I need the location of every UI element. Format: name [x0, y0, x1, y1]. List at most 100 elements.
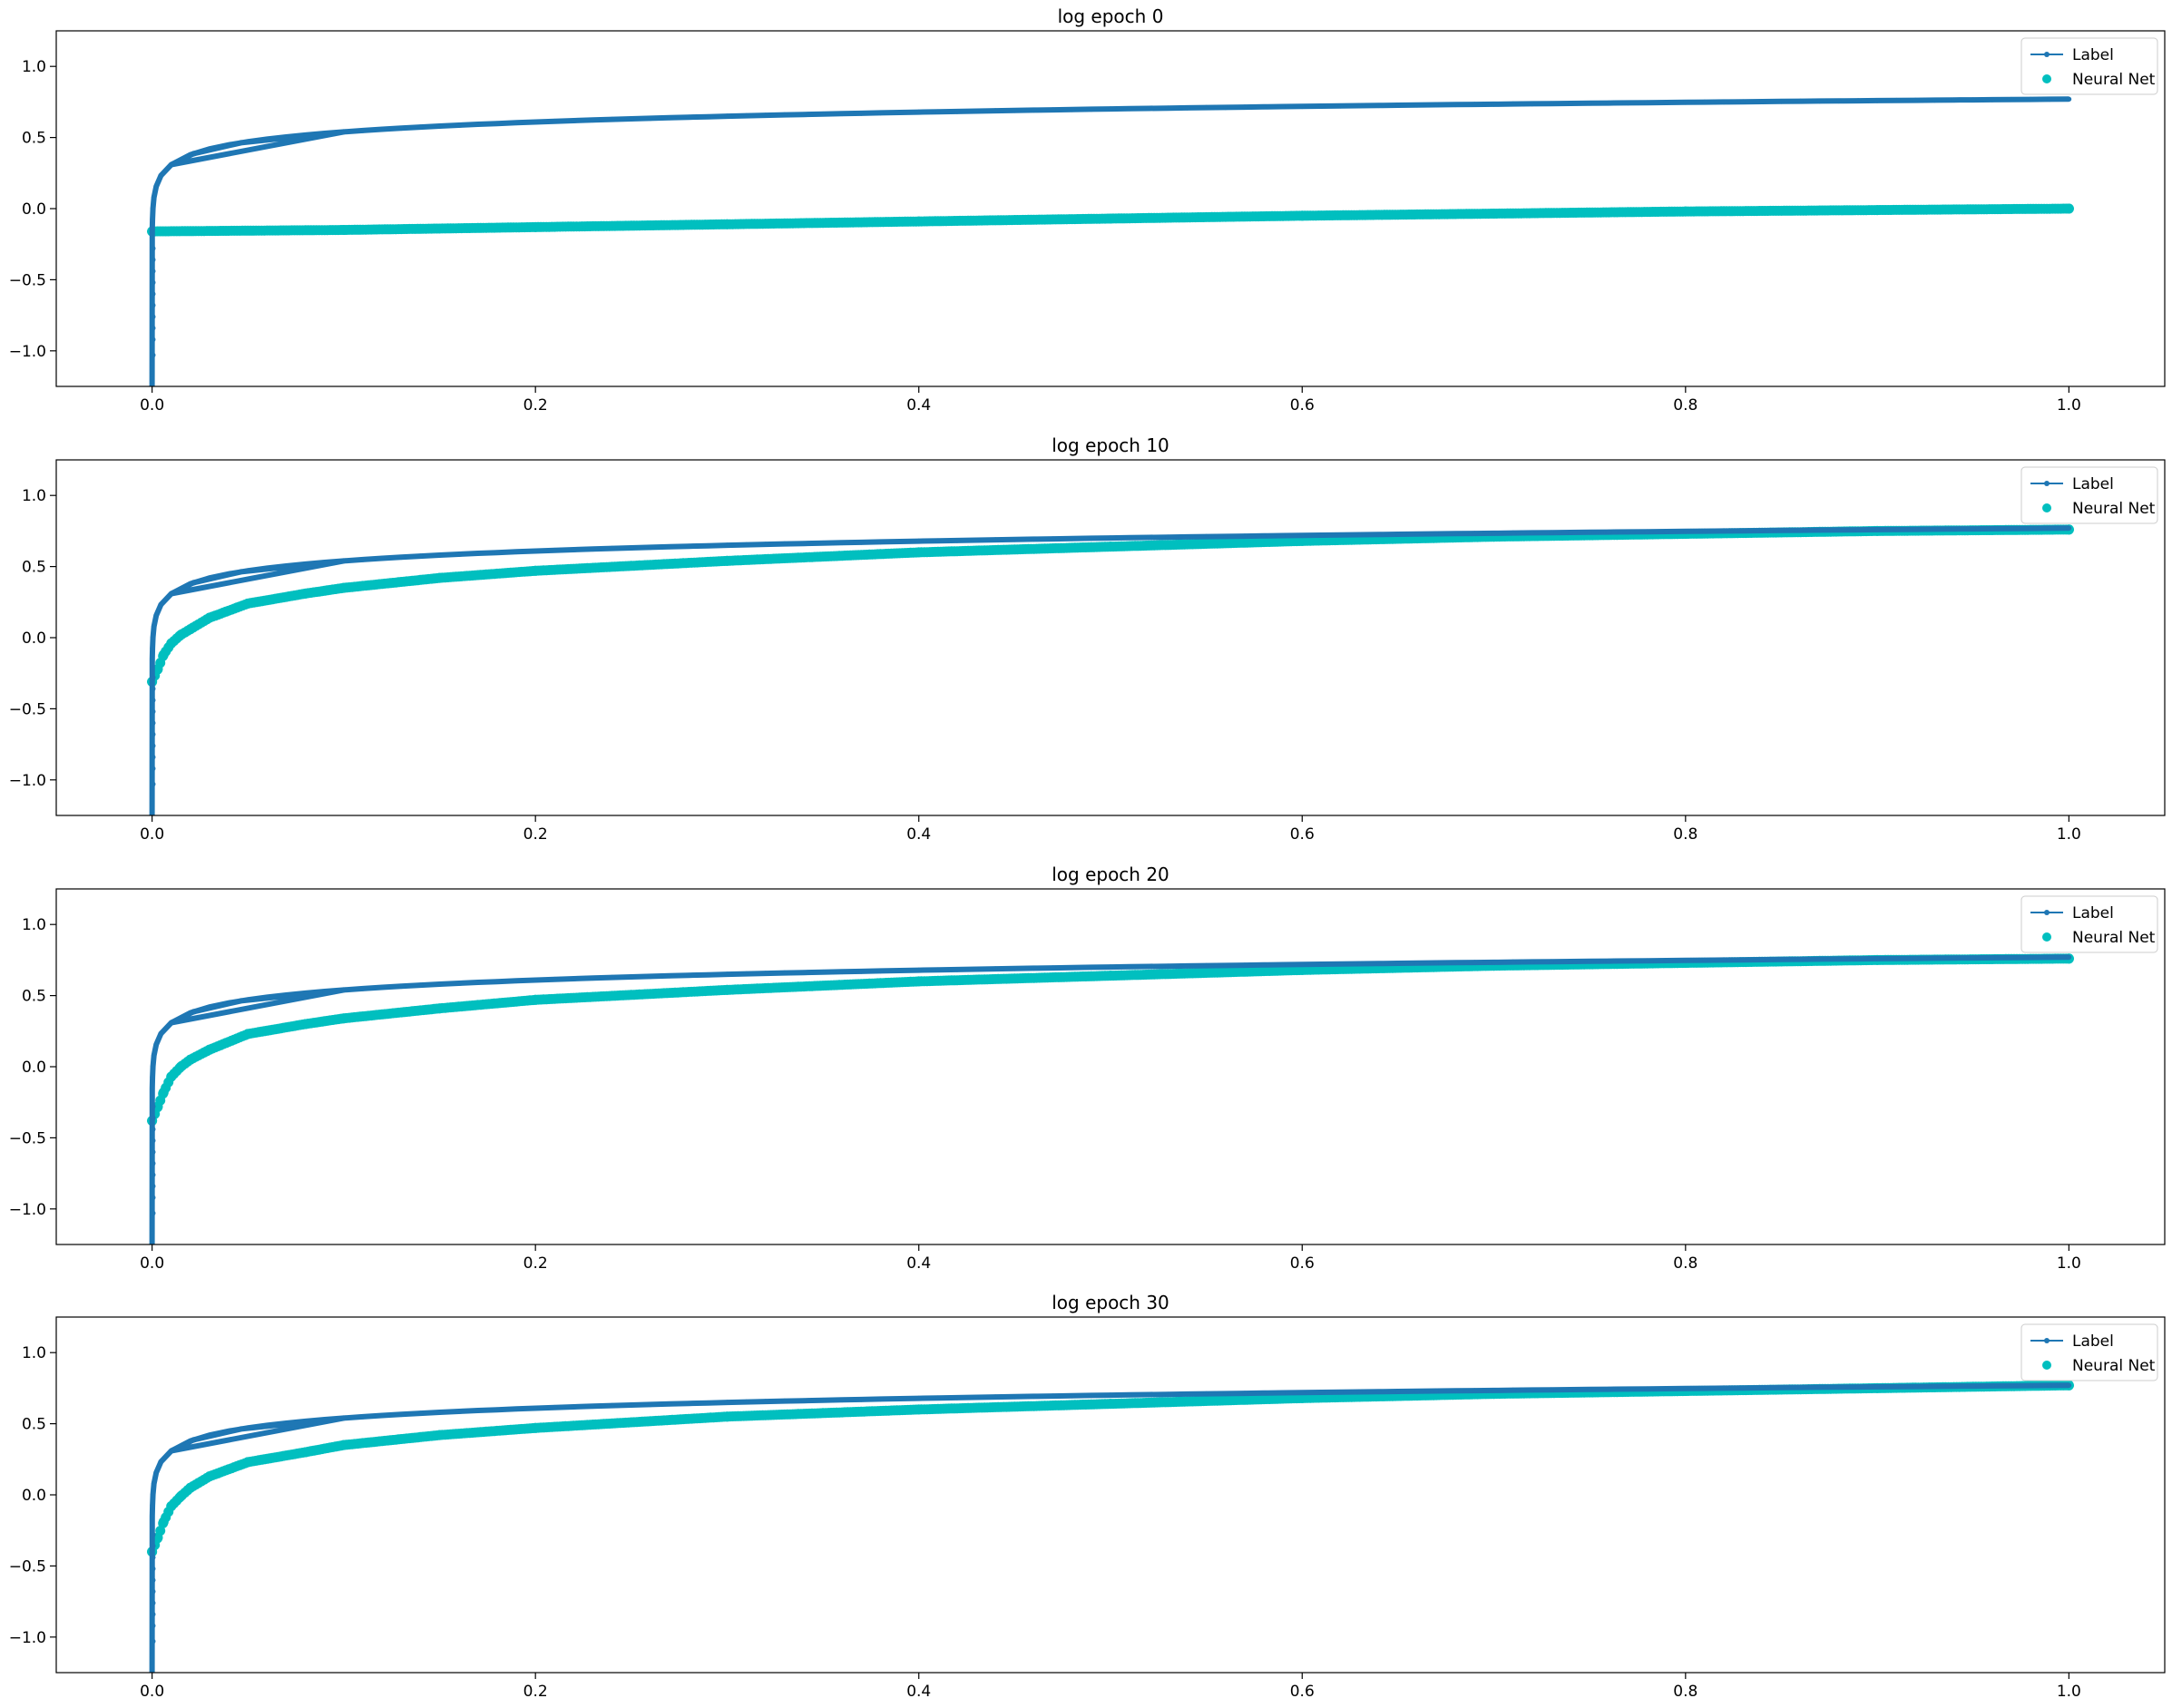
x-tick-label: 0.4 — [906, 825, 931, 844]
label-point — [935, 109, 941, 114]
label-point — [322, 560, 328, 565]
label-point — [1031, 1393, 1037, 1400]
label-point — [150, 781, 156, 787]
label-point — [1663, 100, 1669, 105]
label-point — [1836, 98, 1842, 104]
label-point — [705, 542, 711, 549]
x-tick-label: 0.2 — [523, 1683, 548, 1701]
plot-area — [147, 1380, 2074, 1673]
label-point — [1223, 104, 1228, 111]
label-point — [993, 537, 998, 542]
label-point — [705, 971, 711, 978]
label-point — [648, 1401, 653, 1408]
axes-frame — [55, 459, 2166, 816]
label-point — [1280, 532, 1286, 539]
label-point — [436, 1410, 443, 1415]
label-point — [1491, 960, 1497, 965]
label-point — [1472, 1388, 1478, 1393]
label-point — [1836, 527, 1842, 533]
legend-label-text: Label — [2072, 475, 2114, 493]
label-point — [667, 973, 672, 979]
label-point — [1913, 526, 1919, 532]
label-point — [1376, 961, 1382, 967]
label-point — [724, 542, 730, 548]
legend-net-marker — [2042, 1361, 2051, 1370]
label-point — [1395, 532, 1401, 537]
label-point — [169, 161, 174, 168]
label-point — [150, 1210, 156, 1216]
label-point — [1127, 964, 1132, 970]
label-point — [245, 1425, 251, 1430]
label-point — [1089, 1392, 1094, 1399]
label-point — [1683, 1386, 1688, 1391]
label-point — [150, 1600, 156, 1606]
label-point — [762, 1399, 768, 1404]
label-point — [1568, 101, 1573, 106]
label-point — [150, 216, 155, 222]
label-point — [1127, 106, 1132, 112]
x-tick-label: 0.0 — [140, 396, 164, 415]
label-point — [1318, 532, 1325, 538]
label-point — [973, 966, 979, 972]
label-point — [1280, 961, 1286, 968]
label-point — [150, 1149, 156, 1155]
label-point — [1414, 532, 1420, 537]
label-point — [1165, 963, 1171, 969]
label-point — [896, 110, 903, 115]
label-point — [877, 1396, 884, 1402]
label-point — [398, 983, 405, 990]
label-point — [1203, 104, 1209, 111]
label-point — [1951, 955, 1957, 961]
y-tick-label: 0.5 — [22, 559, 46, 577]
label-point — [475, 1408, 481, 1413]
label-point — [1778, 1385, 1785, 1391]
label-point — [1702, 957, 1707, 963]
label-point — [150, 205, 156, 211]
y-tick-label: 1.0 — [22, 1344, 46, 1362]
label-point — [1165, 105, 1171, 111]
label-point — [322, 131, 328, 136]
label-point — [150, 731, 156, 737]
y-tick-label: −1.0 — [9, 1201, 46, 1219]
plot-area — [147, 953, 2074, 1244]
x-tick-label: 1.0 — [2057, 396, 2081, 415]
label-point — [915, 109, 922, 115]
label-point — [1318, 103, 1325, 109]
label-point — [169, 1020, 174, 1026]
label-point — [858, 1397, 865, 1402]
label-point — [839, 1397, 845, 1403]
label-point — [238, 140, 244, 146]
label-point — [1683, 958, 1688, 963]
label-point — [877, 539, 884, 545]
y-tick-label: −1.0 — [9, 1629, 46, 1647]
y-tick-label: 1.0 — [22, 58, 46, 76]
label-point — [1855, 1384, 1861, 1390]
label-point — [283, 563, 289, 569]
y-tick-label: 0.5 — [22, 130, 46, 148]
label-point — [801, 541, 807, 546]
x-tick-label: 0.0 — [140, 1254, 164, 1273]
label-point — [322, 989, 328, 994]
x-tick-label: 0.6 — [1290, 1254, 1315, 1273]
label-point — [245, 568, 251, 573]
legend-label-text: Label — [2072, 46, 2114, 64]
label-point — [1069, 965, 1075, 971]
label-point — [762, 542, 768, 547]
label-point — [150, 708, 156, 715]
label-point — [686, 114, 691, 120]
label-point — [1242, 104, 1247, 110]
label-point — [762, 112, 768, 118]
label-point — [1356, 532, 1363, 538]
label-point — [1587, 101, 1592, 106]
label-point — [417, 1410, 424, 1416]
label-point — [1683, 529, 1688, 534]
label-point — [2047, 1382, 2052, 1389]
label-point — [436, 552, 443, 558]
label-point — [2009, 954, 2014, 961]
x-axis: 0.0 0.2 0.4 0.6 0.8 1.0 — [140, 1673, 2081, 1701]
label-point — [1932, 526, 1938, 532]
label-point — [954, 1395, 960, 1401]
label-point — [1510, 530, 1516, 536]
label-point — [877, 968, 884, 974]
label-point — [150, 656, 155, 662]
